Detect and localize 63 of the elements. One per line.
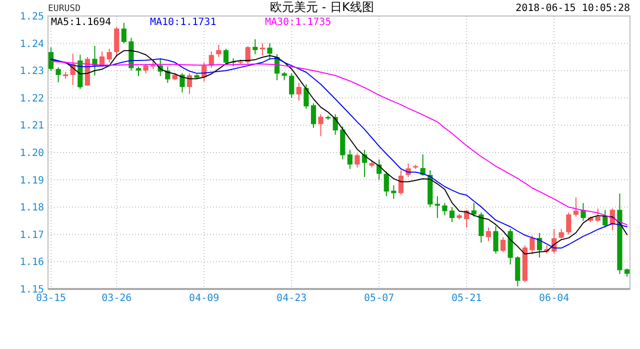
candlestick [252, 38, 258, 55]
y-tick-label: 1.21 [20, 120, 44, 132]
candlestick [318, 114, 324, 137]
x-tick-label: 04-23 [276, 293, 307, 304]
y-tick-label: 1.20 [20, 148, 44, 159]
x-tick-label: 05-21 [452, 293, 482, 304]
candlestick [114, 26, 120, 58]
candlestick [347, 149, 352, 170]
candlestick [354, 152, 360, 168]
candlestick [566, 212, 572, 235]
candlestick [471, 202, 476, 218]
text: MA10:1.1731 [150, 17, 216, 28]
y-tick-label: 1.16 [20, 257, 44, 268]
candlestick [442, 202, 448, 216]
y-tick-label: 1.19 [20, 175, 44, 186]
candlestick [384, 171, 389, 197]
candlestick [106, 48, 112, 63]
y-tick-label: 1.22 [20, 93, 44, 104]
candlestick [486, 227, 492, 242]
y-tick-label: 1.23 [20, 66, 44, 78]
candlestick [289, 72, 294, 98]
text: EURUSD [48, 4, 81, 14]
candlestick [398, 170, 404, 196]
candlestick [180, 72, 185, 93]
y-tick-label: 1.17 [20, 230, 44, 241]
x-tick-label: 03-15 [36, 293, 66, 304]
candlestick [515, 256, 520, 287]
candlestick [573, 197, 579, 218]
x-tick-label: 03-26 [102, 293, 132, 304]
candlestick [595, 208, 600, 223]
candlestick [500, 236, 506, 253]
candlestick [391, 184, 396, 200]
candlestick [245, 46, 250, 64]
candlestick [216, 44, 222, 58]
candlestick [478, 212, 484, 244]
y-tick-label: 1.25 [20, 12, 44, 22]
text: MA5:1.1694 [51, 17, 112, 28]
candlestick [150, 59, 156, 70]
candlestick [56, 66, 61, 83]
candlestick [558, 228, 564, 239]
candlestick [530, 235, 535, 255]
candlestick [121, 22, 126, 44]
y-tick-label: 1.18 [20, 202, 44, 214]
y-tick-label: 1.24 [20, 38, 44, 50]
candlestick [304, 84, 309, 110]
candlestick [449, 206, 455, 223]
candlestick [267, 42, 272, 60]
x-tick-label: 05-07 [364, 293, 394, 304]
chart-title: 欧元美元 - 日K线图 [270, 0, 374, 14]
candlestick [580, 202, 586, 222]
candlestick [260, 42, 265, 56]
candlestick [143, 63, 148, 74]
candlestick [296, 82, 302, 102]
candlestick [186, 72, 192, 94]
x-tick-label: 04-09 [189, 293, 220, 304]
candlestick [136, 66, 142, 77]
text: MA30:1.1735 [265, 17, 332, 28]
x-tick-label: 06-04 [539, 293, 570, 304]
text: 2018-06-15 10:05:28 [516, 3, 630, 14]
candlestick [493, 226, 498, 254]
candlestick [602, 209, 608, 228]
candlestick [223, 48, 229, 66]
candlestick [310, 102, 316, 128]
